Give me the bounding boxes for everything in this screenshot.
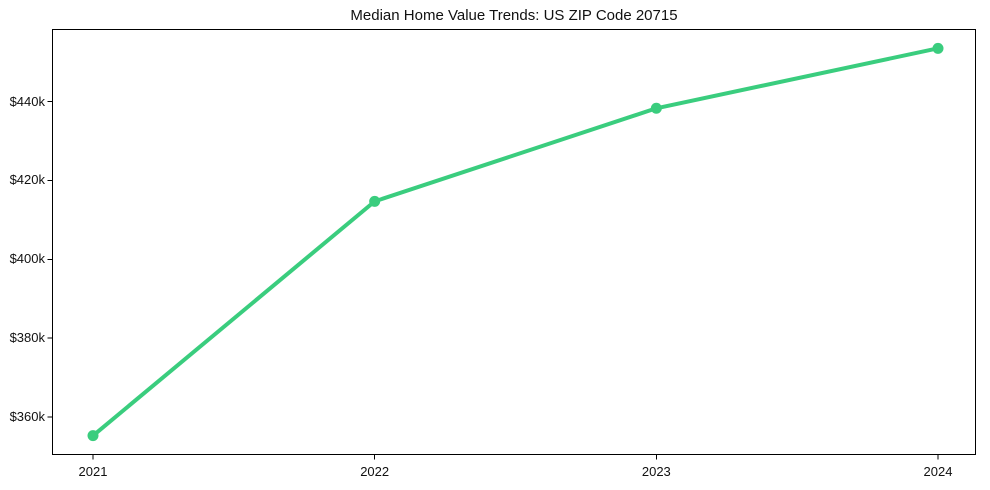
plot-area: [52, 29, 976, 455]
y-tick-label: $420k: [9, 172, 45, 188]
data-point-marker: [87, 430, 99, 442]
data-point-marker: [369, 195, 381, 207]
trend-line: [91, 46, 940, 438]
data-point-marker: [650, 102, 662, 114]
chart-title: Median Home Value Trends: US ZIP Code 20…: [350, 7, 678, 24]
y-tick-label: $400k: [9, 251, 45, 267]
y-tick-label: $360k: [9, 409, 45, 425]
y-tick-label: $380k: [9, 330, 45, 346]
y-tick-label: $440k: [9, 93, 45, 109]
data-point-marker: [932, 42, 944, 54]
x-tick-label: 2021: [78, 463, 108, 479]
x-tick-label: 2023: [641, 463, 671, 479]
x-tick-label: 2022: [360, 463, 390, 479]
x-tick-label: 2024: [923, 463, 953, 479]
